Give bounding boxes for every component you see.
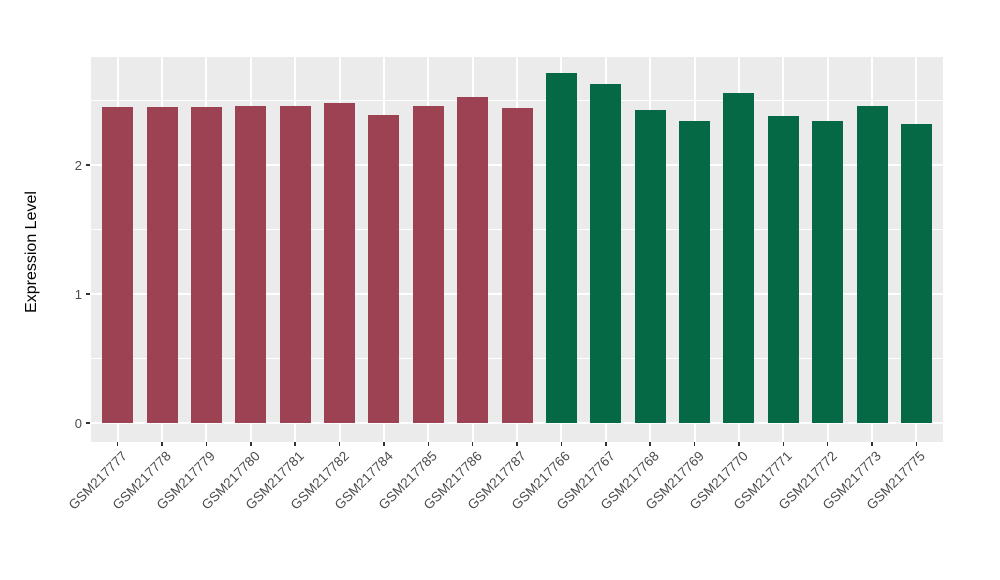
y-tick-mark-0: [86, 422, 90, 424]
x-tick-mark-GSM217785: [427, 442, 429, 446]
plot-panel: [91, 57, 943, 442]
bar-GSM217769: [679, 121, 710, 423]
y-tick-label-0: 0: [74, 415, 82, 431]
x-tick-mark-GSM217767: [605, 442, 607, 446]
x-tick-mark-GSM217770: [738, 442, 740, 446]
bar-GSM217777: [102, 106, 134, 423]
bar-GSM217768: [634, 109, 666, 423]
y-tick-label-1: 1: [74, 286, 82, 302]
x-tick-mark-GSM217768: [649, 442, 651, 446]
x-tick-mark-GSM217772: [826, 442, 829, 446]
x-tick-mark-GSM217780: [250, 442, 252, 446]
x-tick-mark-GSM217769: [693, 442, 696, 446]
x-tick-mark-GSM217778: [161, 442, 163, 446]
y-tick-mark-1: [86, 293, 90, 295]
x-tick-mark-GSM217771: [782, 442, 784, 446]
bar-GSM217781: [279, 105, 311, 423]
x-tick-mark-GSM217781: [294, 442, 296, 446]
bar-GSM217766: [545, 73, 577, 423]
bar-GSM217771: [767, 115, 799, 423]
x-tick-mark-GSM217777: [116, 442, 119, 446]
bar-GSM217772: [812, 121, 844, 423]
y-tick-mark-2: [86, 164, 90, 166]
x-tick-mark-GSM217773: [871, 442, 873, 446]
bar-GSM217787: [501, 108, 533, 423]
bar-GSM217775: [900, 123, 932, 423]
bar-GSM217773: [856, 105, 888, 423]
bar-GSM217778: [146, 106, 178, 423]
x-tick-mark-GSM217784: [383, 442, 385, 446]
bar-GSM217786: [457, 96, 489, 423]
bar-GSM217770: [723, 92, 755, 423]
x-tick-mark-GSM217766: [560, 442, 563, 446]
bar-GSM217784: [368, 114, 400, 423]
bar-GSM217779: [190, 106, 222, 423]
bar-GSM217782: [324, 103, 355, 423]
x-tick-mark-GSM217779: [205, 442, 208, 446]
x-tick-mark-GSM217787: [516, 442, 518, 446]
x-tick-mark-GSM217782: [338, 442, 341, 446]
y-axis-title: Expression Level: [23, 191, 40, 313]
bar-GSM217780: [235, 105, 267, 423]
x-tick-mark-GSM217786: [471, 442, 474, 446]
x-tick-mark-GSM217775: [915, 442, 918, 446]
bar-GSM217785: [412, 105, 444, 423]
bar-GSM217767: [590, 83, 622, 423]
y-tick-label-2: 2: [74, 157, 82, 173]
